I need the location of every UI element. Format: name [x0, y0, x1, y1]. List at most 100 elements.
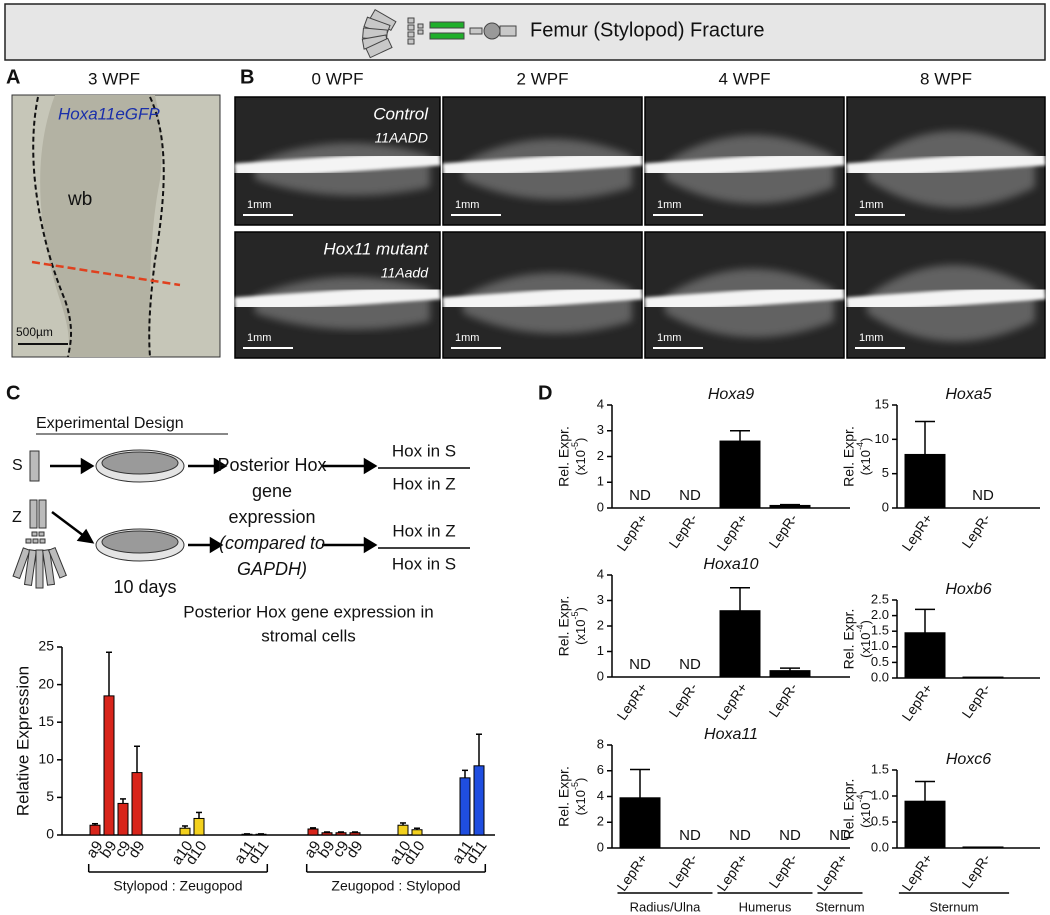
- x-tick-label: LepR-: [666, 679, 701, 720]
- y-tick-label: 20: [38, 675, 54, 691]
- bar: [619, 797, 661, 849]
- y-tick-label: 0.0: [871, 839, 889, 854]
- bar: [473, 765, 485, 836]
- y-unit-end: ): [858, 790, 873, 794]
- x-tick-label: LepR-: [666, 510, 701, 551]
- scale-label: 1mm: [247, 332, 271, 344]
- y-unit: (x10-5): [570, 438, 588, 476]
- bar: [335, 832, 347, 836]
- column-title: 0 WPF: [312, 69, 364, 88]
- y-label: Rel. Expr.: [841, 609, 857, 670]
- scale-label: 1mm: [455, 332, 479, 344]
- bar: [397, 824, 409, 836]
- y-unit-end: ): [573, 778, 588, 782]
- y-unit-base: (x10: [573, 450, 588, 475]
- chart-title: stromal cells: [261, 626, 355, 645]
- y-tick-label: 4: [597, 566, 604, 581]
- bar: [769, 670, 811, 678]
- row-genotype: 11AADD: [375, 130, 428, 146]
- scale-label: 1mm: [247, 199, 271, 211]
- y-tick-label: 5: [46, 788, 54, 804]
- x-tick-label: LepR-: [766, 510, 801, 551]
- x-tick-label: d9: [343, 838, 366, 861]
- y-tick-label: 0: [882, 499, 889, 514]
- y-tick-label: 4: [597, 396, 604, 411]
- value-label: ND: [972, 487, 994, 504]
- design-title: Experimental Design: [36, 415, 184, 432]
- y-tick-label: 10: [38, 751, 54, 767]
- y-tick-label: 1.0: [871, 638, 889, 653]
- y-tick-label: 1.5: [871, 761, 889, 776]
- bone: [442, 283, 643, 314]
- region-label: wb: [67, 189, 92, 210]
- chart-title: Hoxa11: [704, 726, 758, 743]
- bar: [89, 824, 101, 836]
- x-tick-label: LepR+: [813, 851, 850, 894]
- value-label: ND: [629, 487, 651, 504]
- bar: [131, 772, 143, 836]
- x-tick-label: a9: [301, 838, 324, 861]
- x-tick-label: LepR+: [613, 511, 650, 554]
- scale-label: 1mm: [657, 199, 681, 211]
- y-unit-base: (x10: [858, 633, 873, 658]
- scale-label: 1mm: [859, 332, 883, 344]
- y-tick-label: 25: [38, 638, 54, 654]
- y-label: Rel. Expr.: [556, 426, 572, 487]
- y-tick-label: 2: [597, 814, 604, 829]
- y-tick-label: 2.0: [871, 607, 889, 622]
- bar: [321, 832, 333, 836]
- panel-label: C: [6, 382, 20, 404]
- x-tick-label: LepR+: [613, 851, 650, 894]
- bar: [904, 453, 946, 509]
- value-label: ND: [829, 827, 851, 844]
- group-label: Zeugopod : Stylopod: [331, 878, 460, 894]
- value-label: ND: [679, 827, 701, 844]
- row-name: Hox11 mutant: [323, 239, 429, 258]
- panel-label: A: [6, 66, 20, 88]
- x-tick-label: b9: [97, 838, 120, 861]
- y-unit-exp: -5: [570, 442, 580, 450]
- process-line: GAPDH): [237, 559, 307, 579]
- column-title: 2 WPF: [517, 69, 569, 88]
- x-tick-label: LepR+: [898, 681, 935, 724]
- process-line: Posterior Hox: [217, 455, 326, 475]
- y-tick-label: 0: [46, 826, 54, 842]
- column-title: 4 WPF: [719, 69, 771, 88]
- x-tick-label: LepR-: [666, 850, 701, 891]
- process-text: Posterior Hox gene expression (compared to G…: [217, 455, 326, 579]
- ratio-numerator: Hox in Z: [392, 521, 455, 540]
- chart-title: Hoxa9: [708, 386, 754, 403]
- sample-label: S: [12, 457, 23, 474]
- y-tick-label: 1: [597, 643, 604, 658]
- bone: [442, 149, 643, 180]
- row-name: Control: [373, 104, 429, 123]
- x-tick-label: LepR+: [898, 851, 935, 894]
- value-label: ND: [729, 827, 751, 844]
- bar: [103, 695, 115, 836]
- ratio-denominator: Hox in S: [392, 554, 456, 573]
- bar: [193, 817, 205, 836]
- sample-label: Z: [12, 509, 22, 526]
- y-unit-exp: -4: [855, 625, 865, 633]
- chart-title: Hoxa5: [945, 386, 991, 403]
- scale-label: 1mm: [455, 199, 479, 211]
- y-unit: (x10-4): [855, 438, 873, 476]
- y-tick-label: 1: [597, 474, 604, 489]
- y-tick-label: 4: [597, 788, 604, 803]
- group-label: Radius/Ulna: [630, 899, 702, 914]
- bone: [234, 283, 441, 314]
- group-label: Stylopod : Zeugopod: [113, 878, 242, 894]
- y-unit-exp: -5: [570, 782, 580, 790]
- y-tick-label: 0: [597, 668, 604, 683]
- panel-label: B: [240, 66, 254, 88]
- value-label: ND: [679, 656, 701, 673]
- y-tick-label: 15: [38, 713, 54, 729]
- y-unit: (x10-4): [855, 620, 873, 658]
- value-label: ND: [679, 487, 701, 504]
- scale-label: 500µm: [16, 325, 53, 339]
- bone: [644, 283, 845, 314]
- y-tick-label: 3: [597, 422, 604, 437]
- x-tick-label: a9: [83, 838, 106, 861]
- bar: [411, 829, 423, 836]
- process-line: expression: [228, 507, 315, 527]
